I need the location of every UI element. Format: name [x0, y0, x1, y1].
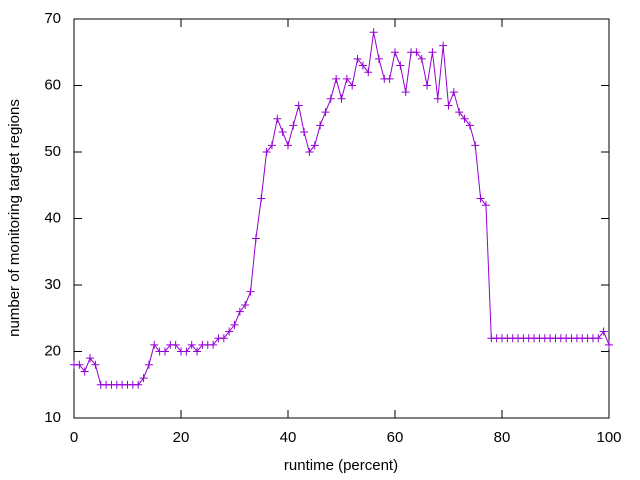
y-axis-label: number of monitoring target regions: [6, 99, 23, 337]
point-marker: [75, 360, 84, 369]
point-marker: [396, 61, 405, 70]
point-marker: [455, 108, 464, 117]
point-marker: [428, 48, 437, 57]
point-marker: [267, 141, 276, 150]
point-marker: [246, 287, 255, 296]
point-marker: [316, 121, 325, 130]
point-marker: [348, 81, 357, 90]
point-marker: [300, 128, 309, 137]
x-axis-label: runtime (percent): [284, 457, 398, 474]
x-tick-label: 20: [173, 429, 190, 446]
point-marker: [417, 54, 426, 63]
y-tick-label: 30: [44, 276, 61, 293]
point-marker: [86, 354, 95, 363]
point-marker: [273, 114, 282, 123]
point-marker: [182, 347, 191, 356]
point-marker: [278, 128, 287, 137]
y-tick-label: 70: [44, 10, 61, 27]
point-marker: [235, 307, 244, 316]
point-marker: [91, 360, 100, 369]
point-marker: [369, 28, 378, 37]
point-marker: [465, 121, 474, 130]
point-marker: [160, 347, 169, 356]
point-marker: [358, 61, 367, 70]
point-marker: [80, 367, 89, 376]
point-marker: [187, 340, 196, 349]
point-marker: [353, 54, 362, 63]
point-marker: [449, 88, 458, 97]
point-marker: [460, 114, 469, 123]
point-marker: [337, 94, 346, 103]
point-marker: [599, 327, 608, 336]
point-marker: [251, 234, 260, 243]
point-marker: [605, 340, 613, 349]
point-marker: [433, 94, 442, 103]
x-tick-label: 0: [70, 429, 78, 446]
point-marker: [444, 101, 453, 110]
x-tick-label: 40: [280, 429, 297, 446]
point-marker: [219, 334, 228, 343]
point-marker: [144, 360, 153, 369]
point-marker: [139, 374, 148, 383]
point-marker: [294, 101, 303, 110]
x-tick-label: 60: [387, 429, 404, 446]
y-tick-label: 20: [44, 342, 61, 359]
point-marker: [134, 380, 143, 389]
point-marker: [385, 74, 394, 83]
y-tick-label: 60: [44, 76, 61, 93]
point-marker: [439, 41, 448, 50]
plot-frame: [73, 18, 610, 419]
data-line: [74, 32, 610, 386]
point-marker: [342, 74, 351, 83]
point-marker: [326, 94, 335, 103]
point-marker: [423, 81, 432, 90]
point-marker: [284, 141, 292, 150]
point-marker: [150, 340, 159, 349]
point-marker: [305, 148, 314, 156]
y-tick-label: 40: [44, 209, 61, 226]
y-tick-label: 10: [44, 409, 61, 426]
point-marker: [171, 340, 180, 349]
x-tick-label: 100: [596, 429, 621, 446]
point-marker: [391, 48, 399, 57]
point-marker: [225, 327, 234, 336]
point-marker: [209, 340, 218, 349]
point-marker: [262, 148, 271, 156]
point-marker: [257, 194, 266, 203]
point-marker: [332, 74, 341, 83]
point-marker: [321, 108, 330, 117]
point-marker: [230, 320, 239, 329]
point-marker: [594, 334, 603, 343]
y-tick-label: 50: [44, 143, 61, 160]
point-marker: [412, 48, 421, 57]
point-marker: [310, 141, 319, 150]
point-marker: [471, 141, 480, 150]
point-marker: [193, 347, 202, 356]
point-marker: [364, 68, 373, 77]
x-tick-label: 80: [494, 429, 511, 446]
point-marker: [289, 121, 298, 130]
point-marker: [401, 88, 410, 97]
point-marker: [241, 300, 250, 309]
point-marker: [481, 201, 490, 210]
point-marker: [476, 194, 485, 203]
point-marker: [374, 54, 383, 63]
